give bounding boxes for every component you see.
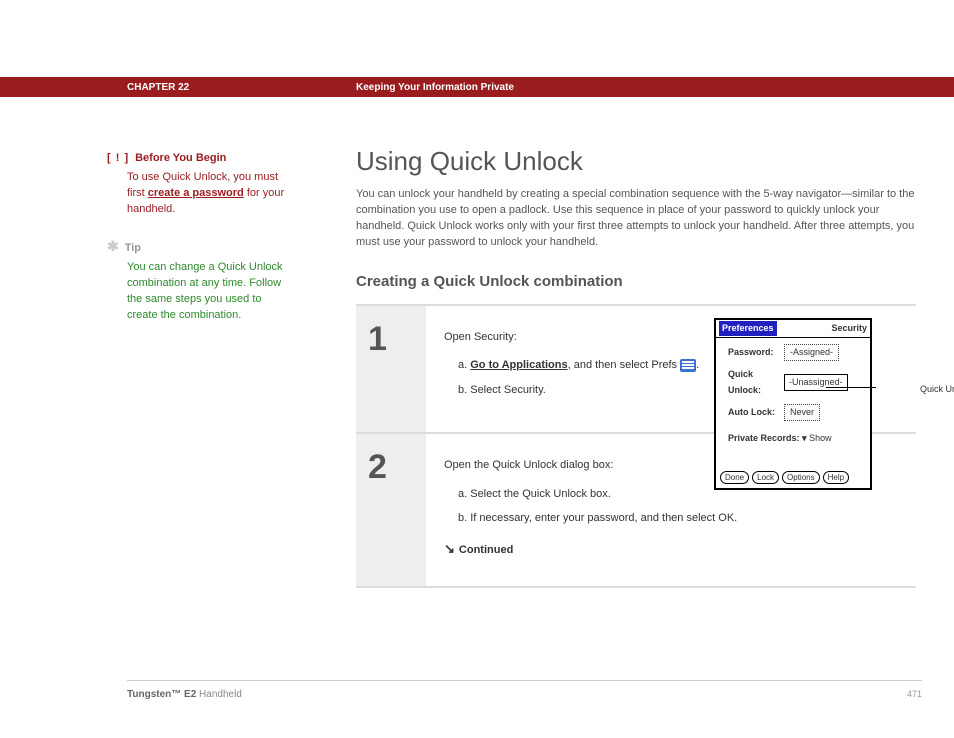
callout-label: Quick Unlock box [920, 382, 954, 397]
password-row: Password: -Assigned- [728, 344, 865, 361]
password-label: Password: [728, 345, 784, 360]
asterisk-icon: ✱ [107, 238, 119, 254]
header-bar: CHAPTER 22 Keeping Your Information Priv… [0, 77, 954, 97]
step-body: Open the Quick Unlock dialog box: a. Sel… [426, 434, 916, 586]
go-to-applications-link[interactable]: Go to Applications [470, 359, 567, 371]
product-bold: Tungsten™ E2 [127, 689, 196, 700]
tip-label: Tip [125, 242, 141, 254]
step-intro: Open the Quick Unlock dialog box: [444, 456, 906, 475]
quickunlock-value[interactable]: -Unassigned- [784, 374, 848, 391]
screenshot-title-left: Preferences [719, 321, 777, 336]
tip-heading: ✱ Tip [107, 236, 317, 257]
continued-indicator: ↘ Continued [444, 538, 906, 560]
page-number: 471 [907, 689, 922, 700]
step-number: 2 [356, 434, 426, 586]
create-password-link[interactable]: create a password [148, 187, 244, 199]
tip-text: You can change a Quick Unlock combinatio… [127, 260, 287, 324]
quickunlock-label: Quick Unlock: [728, 367, 784, 398]
before-you-begin-label: Before You Begin [135, 152, 226, 164]
substep-a-tail: . [696, 359, 699, 371]
substep-a-post: , and then select Prefs [568, 359, 681, 371]
continued-label: Continued [459, 544, 513, 556]
step-body: Open Security: a. Go to Applications, an… [426, 306, 916, 432]
autolock-row: Auto Lock: Never [728, 404, 865, 421]
product-name: Tungsten™ E2 Handheld [127, 689, 242, 700]
substep-a-pre: a. [458, 359, 470, 371]
password-value[interactable]: -Assigned- [784, 344, 839, 361]
prefs-icon [680, 359, 696, 372]
step-1: 1 Open Security: a. Go to Applications, … [356, 306, 916, 434]
before-you-begin-heading: [ ! ] Before You Begin [107, 151, 317, 167]
main-content: Using Quick Unlock You can unlock your h… [356, 146, 916, 588]
product-rest: Handheld [196, 689, 242, 700]
intro-paragraph: You can unlock your handheld by creating… [356, 187, 916, 251]
quickunlock-row: Quick Unlock: -Unassigned- [728, 367, 865, 398]
continued-arrow-icon: ↘ [444, 538, 455, 560]
before-you-begin-text: To use Quick Unlock, you must first crea… [127, 170, 287, 218]
autolock-label: Auto Lock: [728, 405, 784, 420]
step-number: 1 [356, 306, 426, 432]
step-2: 2 Open the Quick Unlock dialog box: a. S… [356, 434, 916, 586]
autolock-value[interactable]: Never [784, 404, 820, 421]
callout-line [826, 387, 876, 388]
subheading: Creating a Quick Unlock combination [356, 273, 916, 290]
footer: Tungsten™ E2 Handheld 471 [127, 680, 922, 700]
chapter-label: CHAPTER 22 [127, 82, 189, 93]
step-substeps: a. Select the Quick Unlock box. b. If ne… [444, 485, 906, 528]
sidebar: [ ! ] Before You Begin To use Quick Unloc… [107, 151, 317, 323]
alert-icon: [ ! ] [107, 152, 129, 164]
screenshot-titlebar: Preferences Security [716, 320, 870, 338]
substep-b: b. If necessary, enter your password, an… [458, 509, 906, 528]
substep-a: a. Select the Quick Unlock box. [458, 485, 906, 504]
page-title: Using Quick Unlock [356, 146, 916, 177]
section-title: Keeping Your Information Private [356, 82, 514, 93]
screenshot-title-right: Security [831, 321, 867, 336]
steps-container: 1 Open Security: a. Go to Applications, … [356, 304, 916, 588]
